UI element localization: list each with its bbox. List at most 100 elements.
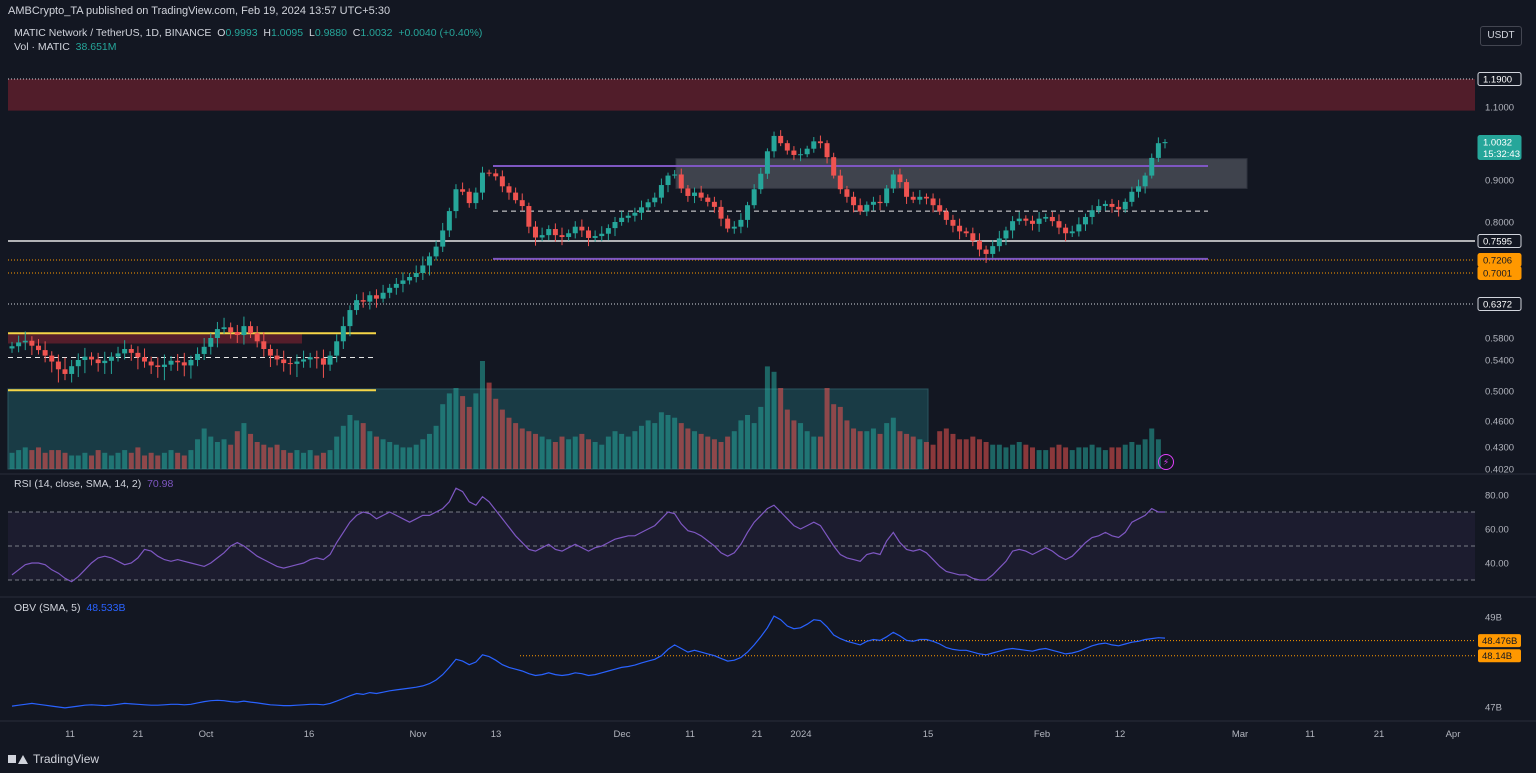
- volume-bar: [864, 431, 870, 469]
- volume-bar: [592, 442, 598, 469]
- volume-bar: [228, 444, 234, 469]
- volume-bar: [248, 433, 254, 469]
- candle-body: [1069, 231, 1075, 234]
- volume-bar: [1023, 444, 1029, 469]
- price-axis-tick: 0.5800: [1485, 334, 1514, 345]
- rsi-axis-tick: 80.00: [1485, 491, 1509, 502]
- candle-body: [552, 229, 558, 236]
- candle-body: [254, 333, 260, 342]
- candle-body: [963, 231, 969, 234]
- volume-bar: [400, 447, 406, 469]
- candle-body: [287, 363, 293, 365]
- volume-bar: [241, 423, 247, 469]
- candle-body: [301, 359, 307, 362]
- price-tag-label: 0.7595: [1483, 237, 1512, 248]
- volume-bar: [195, 439, 201, 469]
- candle-body: [725, 218, 731, 229]
- publisher-header: AMBCrypto_TA published on TradingView.co…: [8, 5, 391, 17]
- volume-bar: [1082, 447, 1088, 469]
- candle-body: [9, 346, 15, 349]
- candle-body: [16, 342, 22, 347]
- candle-body: [539, 235, 545, 238]
- symbol-name[interactable]: MATIC Network / TetherUS, 1D, BINANCE: [14, 27, 212, 39]
- candle-body: [1102, 203, 1108, 207]
- volume-bar: [711, 439, 717, 469]
- volume-label: Vol · MATIC: [14, 41, 70, 53]
- candle-body: [241, 326, 247, 336]
- lightning-bolt-icon[interactable]: ⚡: [1158, 454, 1174, 470]
- candle-body: [433, 246, 439, 257]
- candle-body: [711, 201, 717, 207]
- volume-bar: [1149, 428, 1155, 469]
- resistance-zone: [8, 79, 1475, 111]
- volume-bar: [605, 436, 611, 469]
- currency-button[interactable]: USDT: [1480, 26, 1522, 46]
- volume-bar: [327, 450, 333, 469]
- candle-body: [851, 196, 857, 206]
- volume-bar: [950, 433, 956, 469]
- candle-body: [572, 226, 578, 234]
- volume-bar: [798, 423, 804, 469]
- volume-bar: [301, 452, 307, 469]
- price-tag: [1477, 135, 1522, 160]
- rsi-legend[interactable]: RSI (14, close, SMA, 14, 2) 70.98: [14, 478, 173, 490]
- candle-body: [1162, 142, 1168, 144]
- volume-bar: [1056, 444, 1062, 469]
- price-tag: [1477, 234, 1522, 248]
- candle-body: [208, 338, 214, 347]
- volume-bar: [758, 406, 764, 469]
- candle-body: [135, 352, 141, 358]
- candle-body: [526, 206, 532, 227]
- volume-bar: [420, 439, 426, 469]
- volume-bar: [1029, 447, 1035, 469]
- candle-body: [605, 228, 611, 234]
- candle-body: [718, 206, 724, 219]
- candle-body: [82, 356, 88, 360]
- obv-legend[interactable]: OBV (SMA, 5) 48.533B: [14, 602, 125, 614]
- candle-body: [811, 141, 817, 149]
- candle-body: [115, 353, 121, 357]
- volume-bar: [287, 452, 293, 469]
- candle-body: [745, 205, 751, 220]
- volume-bar: [698, 433, 704, 469]
- volume-bar: [559, 436, 565, 469]
- volume-bar: [917, 439, 923, 469]
- volume-bar: [208, 436, 214, 469]
- volume-bar: [254, 442, 260, 469]
- volume-bar: [466, 406, 472, 469]
- price-axis-tick: 1.1000: [1485, 103, 1514, 114]
- candle-body: [1043, 216, 1049, 219]
- close-label: C: [352, 27, 361, 39]
- candle-body: [499, 176, 505, 187]
- close-value: 1.0032: [360, 27, 393, 39]
- candle-body: [1029, 220, 1035, 224]
- volume-legend[interactable]: Vol · MATIC 38.651M: [14, 41, 117, 53]
- candle-body: [1016, 218, 1022, 222]
- candle-body: [990, 246, 996, 254]
- volume-bar: [142, 455, 148, 469]
- volume-bar: [844, 420, 850, 469]
- volume-bar: [672, 417, 678, 469]
- volume-bar: [214, 442, 220, 469]
- volume-bar: [307, 450, 313, 469]
- volume-bar: [181, 455, 187, 469]
- candle-body: [340, 326, 346, 342]
- candle-body: [950, 219, 956, 226]
- volume-bar: [1043, 450, 1049, 469]
- tradingview-logo-icon: [8, 753, 28, 765]
- time-axis-tick: Nov: [410, 729, 427, 740]
- candle-body: [347, 310, 353, 327]
- time-axis-tick: Mar: [1232, 729, 1248, 740]
- candle-body: [758, 173, 764, 190]
- footer-brand[interactable]: TradingView: [8, 752, 99, 766]
- volume-bar: [234, 431, 240, 469]
- volume-bar: [175, 452, 181, 469]
- volume-bar: [493, 398, 499, 469]
- candle-body: [75, 360, 81, 367]
- candle-body: [804, 148, 810, 155]
- candle-body: [1010, 221, 1016, 231]
- candle-body: [817, 141, 823, 144]
- price-tag: [1477, 297, 1522, 311]
- volume-bar: [426, 433, 432, 469]
